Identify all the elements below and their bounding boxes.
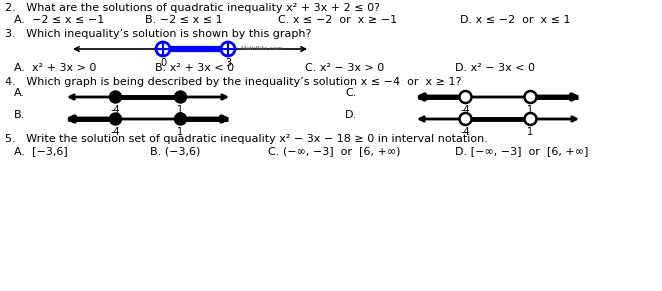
Text: C. x² − 3x > 0: C. x² − 3x > 0 <box>305 63 384 73</box>
Text: 1: 1 <box>528 127 534 137</box>
Text: 0: 0 <box>160 58 166 68</box>
Circle shape <box>524 113 536 125</box>
Text: 1: 1 <box>177 127 183 137</box>
Text: D. [−∞, −3]  or  [6, +∞]: D. [−∞, −3] or [6, +∞] <box>455 146 589 156</box>
Text: -4: -4 <box>111 127 120 137</box>
Text: 1: 1 <box>177 105 183 115</box>
Text: B. −2 ≤ x ≤ 1: B. −2 ≤ x ≤ 1 <box>145 15 222 25</box>
Text: C. (−∞, −3]  or  [6, +∞): C. (−∞, −3] or [6, +∞) <box>268 146 401 156</box>
Text: A.  x² + 3x > 0: A. x² + 3x > 0 <box>14 63 97 73</box>
Text: 1: 1 <box>528 105 534 115</box>
Text: MathBits.com: MathBits.com <box>240 45 283 51</box>
Circle shape <box>524 91 536 103</box>
Text: B. (−3,6): B. (−3,6) <box>150 146 201 156</box>
Circle shape <box>459 91 471 103</box>
Circle shape <box>459 113 471 125</box>
Circle shape <box>221 42 235 56</box>
Text: A.: A. <box>14 88 25 98</box>
Text: D.: D. <box>345 110 357 120</box>
Text: D. x ≤ −2  or  x ≤ 1: D. x ≤ −2 or x ≤ 1 <box>460 15 571 25</box>
Text: 5.   Write the solution set of quadratic inequality x² − 3x − 18 ≥ 0 in interval: 5. Write the solution set of quadratic i… <box>5 134 488 144</box>
Circle shape <box>156 42 170 56</box>
Text: 3: 3 <box>225 58 231 68</box>
Text: 3.   Which inequality’s solution is shown by this graph?: 3. Which inequality’s solution is shown … <box>5 29 311 39</box>
Text: D. x² − 3x < 0: D. x² − 3x < 0 <box>455 63 535 73</box>
Text: -4: -4 <box>461 105 470 115</box>
Circle shape <box>175 91 187 103</box>
Text: B.: B. <box>14 110 25 120</box>
Text: -4: -4 <box>461 127 470 137</box>
Text: C.: C. <box>345 88 356 98</box>
Text: C. x ≤ −2  or  x ≥ −1: C. x ≤ −2 or x ≥ −1 <box>278 15 397 25</box>
Text: 2.   What are the solutions of quadratic inequality x² + 3x + 2 ≤ 0?: 2. What are the solutions of quadratic i… <box>5 3 380 13</box>
Circle shape <box>109 91 122 103</box>
Circle shape <box>109 113 122 125</box>
Text: A.  [−3,6]: A. [−3,6] <box>14 146 68 156</box>
Text: A.  −2 ≤ x ≤ −1: A. −2 ≤ x ≤ −1 <box>14 15 104 25</box>
Circle shape <box>175 113 187 125</box>
Text: B. x² + 3x < 0: B. x² + 3x < 0 <box>155 63 234 73</box>
Text: 4.   Which graph is being described by the inequality’s solution x ≤ −4  or  x ≥: 4. Which graph is being described by the… <box>5 77 461 87</box>
Text: -4: -4 <box>111 105 120 115</box>
